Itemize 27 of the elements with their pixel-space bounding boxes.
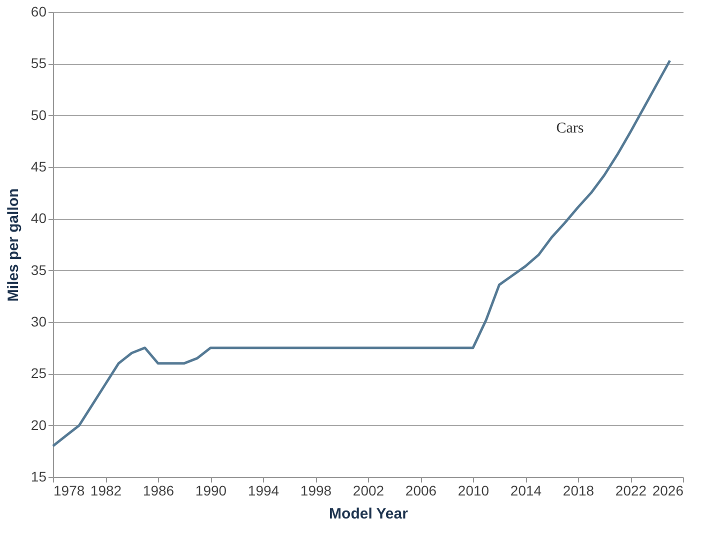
y-tick-label: 25 xyxy=(30,365,47,382)
x-tick-label: 1982 xyxy=(90,482,122,498)
x-tick-label: 2010 xyxy=(458,482,490,498)
x-tick-label: 1990 xyxy=(195,482,227,498)
x-tick-label: 1998 xyxy=(300,482,332,498)
line-series xyxy=(52,59,672,448)
x-tick-label: 2006 xyxy=(405,482,437,498)
x-tick-label: 2026 xyxy=(652,482,684,498)
y-tick-label: 40 xyxy=(30,210,47,226)
x-tick-label: 2002 xyxy=(352,482,384,498)
x-tick-label: 2022 xyxy=(615,482,647,498)
y-tick-label: 35 xyxy=(30,262,47,278)
y-tick-label: 15 xyxy=(30,468,47,484)
y-axis-title: Miles per gallon xyxy=(4,188,22,302)
y-tick-label: 45 xyxy=(30,158,47,174)
y-tick-label: 55 xyxy=(30,55,47,72)
y-tick-label: 50 xyxy=(30,106,47,123)
y-tick-label: 30 xyxy=(30,314,47,330)
x-tick-label: 2018 xyxy=(562,482,594,498)
x-axis-title: Model Year xyxy=(329,506,408,522)
y-tick-label: 20 xyxy=(30,416,47,433)
x-tick-label: 2014 xyxy=(510,482,542,498)
y-tick-label: 60 xyxy=(30,4,47,20)
x-tick-label: 1978 xyxy=(54,482,85,498)
x-tick-label: 1994 xyxy=(248,482,280,498)
text: Cars xyxy=(556,120,584,136)
x-tick-label: 1986 xyxy=(142,482,174,498)
